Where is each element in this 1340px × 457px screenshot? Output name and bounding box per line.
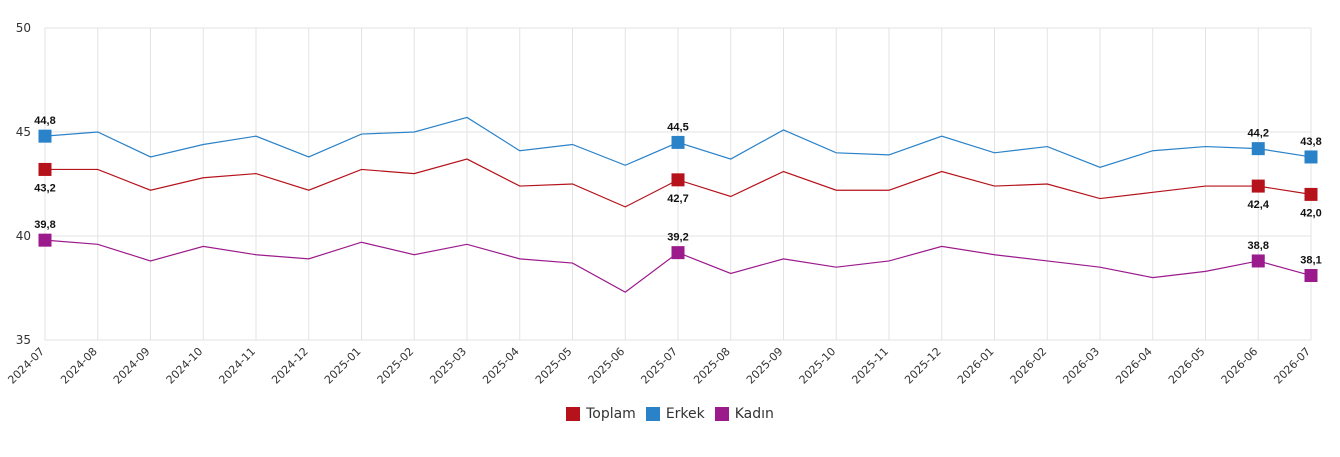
x-tick-label: 2025-03 [427, 345, 469, 387]
x-tick-label: 2024-12 [269, 345, 311, 387]
x-tick-label: 2026-01 [955, 345, 997, 387]
x-tick-label: 2025-01 [322, 345, 364, 387]
x-tick-label: 2025-02 [375, 345, 417, 387]
data-point-marker [1304, 150, 1318, 164]
data-point-marker [38, 129, 52, 143]
x-tick-label: 2025-12 [902, 345, 944, 387]
data-point-marker [1251, 254, 1265, 268]
x-tick-label: 2026-06 [1219, 345, 1261, 387]
x-tick-label: 2026-07 [1271, 345, 1313, 387]
x-tick-label: 2026-03 [1060, 345, 1102, 387]
legend-item-toplam[interactable]: Toplam [566, 406, 636, 422]
data-label: 42,0 [1300, 207, 1321, 219]
y-tick-label: 35 [16, 333, 31, 347]
y-tick-label: 50 [16, 21, 31, 35]
data-point-marker [38, 233, 52, 247]
x-tick-label: 2025-11 [849, 345, 891, 387]
data-point-marker [1304, 269, 1318, 283]
x-tick-label: 2024-09 [111, 345, 153, 387]
x-tick-label: 2025-05 [533, 345, 575, 387]
x-tick-label: 2024-07 [5, 345, 47, 387]
data-label: 39,2 [667, 232, 688, 244]
y-tick-label: 45 [16, 125, 31, 139]
x-tick-label: 2024-11 [216, 345, 258, 387]
x-tick-label: 2026-05 [1166, 345, 1208, 387]
data-point-marker [1251, 142, 1265, 156]
data-label: 42,4 [1248, 199, 1270, 211]
x-tick-label: 2024-08 [58, 345, 100, 387]
legend-label-toplam: Toplam [586, 406, 636, 422]
legend-swatch-toplam [566, 407, 581, 421]
legend-item-erkek[interactable]: Erkek [645, 406, 705, 422]
legend-label-erkek: Erkek [665, 406, 705, 422]
data-point-marker [1251, 179, 1265, 193]
data-label: 43,8 [1300, 136, 1321, 148]
legend: Toplam Erkek Kadın [0, 406, 1340, 422]
data-label: 44,8 [34, 115, 55, 127]
x-tick-label: 2024-10 [164, 345, 206, 387]
x-tick-label: 2026-02 [1008, 345, 1050, 387]
legend-swatch-kadin [714, 407, 729, 421]
x-tick-label: 2025-07 [638, 345, 680, 387]
data-point-marker [671, 135, 685, 149]
x-tick-label: 2026-04 [1113, 345, 1155, 387]
data-labels: 43,2 42,7 42,4 42,0 44,8 44,5 44,2 43,8 39,8 39,2… [34, 115, 1321, 266]
legend-swatch-erkek [645, 407, 660, 421]
data-point-marker [1304, 187, 1318, 201]
data-label: 44,2 [1248, 128, 1269, 140]
data-point-marker [671, 173, 685, 187]
y-tick-label: 40 [16, 229, 31, 243]
legend-item-kadin[interactable]: Kadın [714, 406, 774, 422]
data-point-marker [671, 246, 685, 260]
data-point-marker [38, 162, 52, 176]
data-label: 44,5 [667, 121, 688, 133]
data-label: 42,7 [667, 193, 688, 205]
data-label: 39,8 [34, 219, 55, 231]
legend-label-kadin: Kadın [734, 406, 774, 422]
data-label: 43,2 [34, 182, 55, 194]
data-label: 38,8 [1248, 240, 1269, 252]
x-tick-label: 2025-06 [586, 345, 628, 387]
x-tick-label: 2025-10 [797, 345, 839, 387]
x-tick-label: 2025-04 [480, 345, 522, 387]
data-label: 38,1 [1300, 255, 1321, 267]
series-group [38, 116, 1318, 293]
x-tick-label: 2025-09 [744, 345, 786, 387]
x-tick-label: 2025-08 [691, 345, 733, 387]
